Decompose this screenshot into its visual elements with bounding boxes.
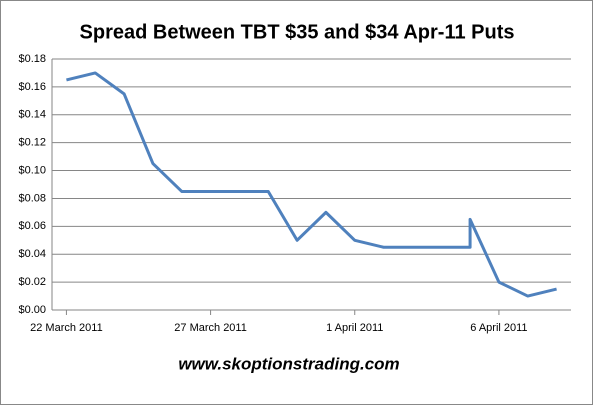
- x-tick-label: 6 April 2011: [470, 322, 527, 334]
- y-tick-label: $0.06: [18, 220, 46, 232]
- y-tick-label: $0.14: [18, 109, 46, 121]
- y-tick-label: $0.02: [18, 276, 46, 288]
- y-tick-label: $0.16: [18, 81, 46, 93]
- y-tick-label: $0.04: [18, 248, 46, 260]
- x-tick-label: 27 March 2011: [174, 322, 247, 334]
- x-tick-label: 22 March 2011: [30, 322, 103, 334]
- y-tick-label: $0.18: [18, 53, 46, 65]
- x-tick-label: 1 April 2011: [326, 322, 383, 334]
- y-tick-label: $0.00: [18, 304, 46, 316]
- y-tick-label: $0.10: [18, 164, 46, 176]
- annotation: www.skoptionstrading.com: [178, 354, 399, 373]
- y-tick-label: $0.12: [18, 137, 46, 149]
- chart-title: Spread Between TBT $35 and $34 Apr-11 Pu…: [80, 21, 515, 43]
- line-series: [66, 71, 557, 298]
- y-tick-label: $0.08: [18, 192, 46, 204]
